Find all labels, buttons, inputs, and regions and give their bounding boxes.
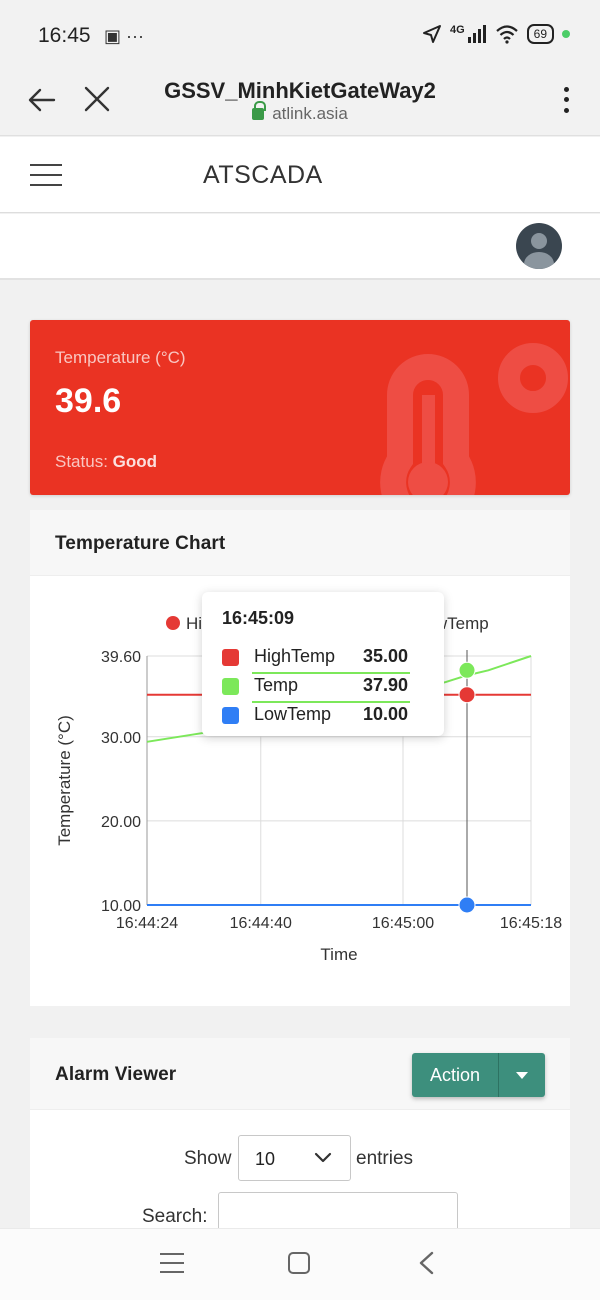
signal-icon — [467, 25, 486, 43]
battery-indicator: 69 — [526, 24, 554, 44]
tooltip-row-value: 37.90 — [362, 675, 408, 695]
x-tick-label: 16:44:40 — [230, 915, 292, 932]
legend-marker-hightemp — [166, 616, 180, 630]
status-value: Good — [112, 452, 158, 471]
tooltip-row-name: HighTemp — [254, 646, 336, 666]
hover-point-lowtemp — [458, 896, 476, 914]
tooltip-row-name: LowTemp — [254, 704, 332, 724]
entries-value: 10 — [255, 1149, 276, 1169]
active-dot-icon — [562, 30, 570, 38]
wifi-icon — [495, 25, 518, 44]
tooltip-row-lowtemp: LowTemp 10.00 — [222, 702, 424, 730]
alarm-card-title: Alarm Viewer — [55, 1064, 177, 1085]
app-title: ATSCADA — [203, 161, 323, 189]
avatar[interactable] — [516, 223, 562, 269]
temperature-status: Status: Good — [55, 452, 157, 472]
temperature-chart-card: Temperature Chart 10.00 20.00 30.00 39.60 16… — [30, 510, 570, 1006]
close-icon[interactable] — [82, 84, 112, 114]
notification-icons: ▣ ··· — [104, 26, 144, 46]
tooltip-row-divider — [252, 672, 410, 674]
entries-label: entries — [356, 1148, 414, 1169]
home-icon[interactable] — [288, 1252, 310, 1274]
tooltip-row-divider — [252, 701, 410, 703]
tooltip-row-temp: Temp 37.90 — [222, 673, 424, 703]
temperature-label: Temperature (°C) — [55, 348, 186, 367]
lock-icon — [252, 101, 267, 120]
chart-card-title: Temperature Chart — [55, 533, 226, 554]
y-axis-label: Temperature (°C) — [55, 715, 74, 846]
x-tick-label: 16:44:24 — [116, 915, 178, 932]
alarm-card-header: Alarm Viewer Action — [30, 1038, 570, 1110]
action-button-divider — [498, 1053, 499, 1097]
caret-down-icon[interactable] — [516, 1072, 528, 1079]
hover-point-hightemp — [458, 686, 476, 704]
back-arrow-icon[interactable] — [26, 84, 58, 116]
status-time: 16:45 — [38, 24, 91, 47]
y-tick-label: 20.00 — [101, 814, 141, 831]
system-back-icon[interactable] — [416, 1251, 438, 1275]
app-header: ATSCADA — [0, 137, 600, 213]
page-title: GSSV_MinhKietGateWay2 — [164, 78, 436, 103]
user-bar — [0, 214, 600, 280]
more-menu-icon[interactable] — [556, 84, 576, 116]
hover-point-temp — [458, 661, 476, 679]
x-tick-label: 16:45:00 — [372, 915, 434, 932]
url-text: atlink.asia — [272, 104, 348, 123]
x-axis-label: Time — [320, 945, 357, 964]
y-tick-label: 30.00 — [101, 730, 141, 747]
tooltip-row-value: 10.00 — [362, 704, 408, 724]
system-nav-bar — [0, 1228, 600, 1300]
temperature-card: Temperature (°C) 39.6 Status: Good — [30, 320, 570, 495]
show-label: Show — [184, 1148, 232, 1169]
temperature-value: 39.6 — [55, 382, 122, 420]
tooltip-row-value: 35.00 — [362, 646, 408, 666]
entries-select[interactable]: 10 — [238, 1135, 351, 1181]
hightemp-swatch — [222, 649, 239, 666]
recent-apps-icon[interactable] — [160, 1253, 184, 1273]
action-button[interactable]: Action — [412, 1053, 545, 1097]
hamburger-menu-icon[interactable] — [30, 164, 62, 186]
x-tick-label: 16:45:18 — [500, 915, 562, 932]
status-bar: 16:45 ▣ ··· 4G 69 — [0, 0, 600, 76]
y-tick-label: 39.60 — [101, 649, 141, 666]
thermometer-icon — [380, 343, 568, 495]
temp-swatch — [222, 678, 239, 695]
chart-tooltip: 16:45:09 HighTemp 35.00 Temp 37.90 LowTe… — [202, 592, 444, 736]
network-type: 4G — [449, 24, 465, 36]
status-prefix: Status: — [55, 452, 113, 471]
tooltip-row-hightemp: HighTemp 35.00 — [222, 644, 424, 674]
action-button-label[interactable]: Action — [429, 1065, 481, 1085]
browser-toolbar: GSSV_MinhKietGateWay2 atlink.asia — [0, 76, 600, 136]
location-arrow-icon — [422, 25, 441, 43]
tooltip-time: 16:45:09 — [222, 608, 295, 628]
page-url[interactable]: atlink.asia — [0, 101, 600, 124]
status-right: 4G 69 — [422, 24, 570, 44]
lowtemp-swatch — [222, 707, 239, 724]
tooltip-row-name: Temp — [254, 675, 299, 695]
chart-card-header: Temperature Chart — [30, 510, 570, 576]
y-tick-label: 10.00 — [101, 898, 141, 915]
search-label: Search: — [142, 1206, 208, 1227]
chevron-down-icon — [314, 1152, 332, 1163]
